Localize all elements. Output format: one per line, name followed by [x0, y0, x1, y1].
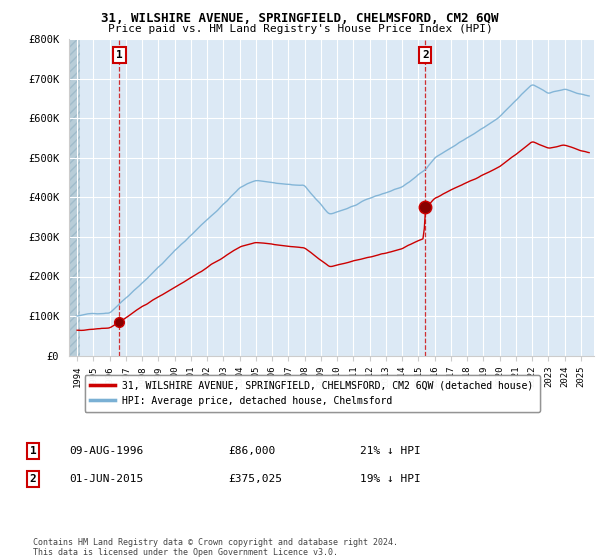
Text: Price paid vs. HM Land Registry's House Price Index (HPI): Price paid vs. HM Land Registry's House … — [107, 24, 493, 34]
Text: 21% ↓ HPI: 21% ↓ HPI — [360, 446, 421, 456]
Text: 01-JUN-2015: 01-JUN-2015 — [69, 474, 143, 484]
Text: 2: 2 — [29, 474, 37, 484]
Bar — [69, 39, 80, 356]
Text: 09-AUG-1996: 09-AUG-1996 — [69, 446, 143, 456]
Text: 31, WILSHIRE AVENUE, SPRINGFIELD, CHELMSFORD, CM2 6QW: 31, WILSHIRE AVENUE, SPRINGFIELD, CHELMS… — [101, 12, 499, 25]
Text: £375,025: £375,025 — [228, 474, 282, 484]
Text: £86,000: £86,000 — [228, 446, 275, 456]
Text: Contains HM Land Registry data © Crown copyright and database right 2024.
This d: Contains HM Land Registry data © Crown c… — [33, 538, 398, 557]
Text: 1: 1 — [116, 50, 123, 60]
Text: 19% ↓ HPI: 19% ↓ HPI — [360, 474, 421, 484]
Text: 1: 1 — [29, 446, 37, 456]
Text: 2: 2 — [422, 50, 428, 60]
Legend: 31, WILSHIRE AVENUE, SPRINGFIELD, CHELMSFORD, CM2 6QW (detached house), HPI: Ave: 31, WILSHIRE AVENUE, SPRINGFIELD, CHELMS… — [85, 375, 539, 412]
